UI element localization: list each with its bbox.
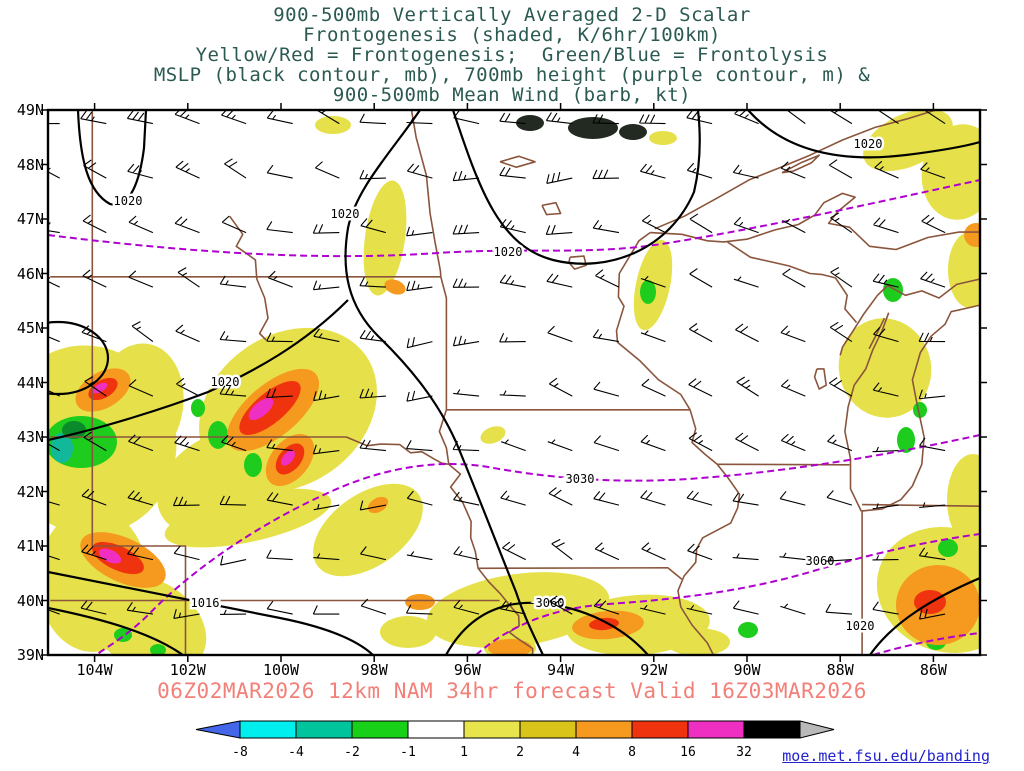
mslp-contours: [48, 110, 980, 655]
lat-label: 39N: [16, 646, 44, 664]
colorbar-tick-label: 32: [736, 745, 752, 760]
title-line-5: 900-500mb Mean Wind (barb, kt): [332, 84, 692, 106]
colorbar-tick-label: 4: [572, 745, 580, 760]
contour-label: 1020: [114, 194, 143, 208]
colorbar-arrow-right: [799, 720, 835, 739]
lon-label: 88W: [826, 661, 854, 679]
weather-map: 1020 1020 1020 1020 1020 1020 1016 3030 3060 3060: [41, 103, 987, 662]
colorbar-tick-label: 2: [516, 745, 524, 760]
map-frame: [46, 108, 982, 657]
lat-label: 42N: [16, 482, 44, 501]
title-line-1: 900-500mb Vertically Averaged 2-D Scalar: [273, 4, 751, 26]
colorbar-segment: [631, 720, 689, 739]
colorbar-segment: [351, 720, 409, 739]
state-borders: [50, 110, 980, 655]
colorbar-tick-label: 1: [460, 745, 468, 760]
colorbar-tick-label: -2: [344, 745, 360, 760]
lat-label: 44N: [16, 373, 44, 392]
lon-label: 94W: [547, 661, 575, 679]
colorbar-arrow-left: [195, 720, 241, 739]
colorbar-canvas: -8 -4 -2 -1 1 2 4 8 16 32: [195, 720, 835, 760]
lon-label: 96W: [453, 661, 481, 679]
contour-label: 1020: [331, 207, 360, 221]
contour-label: 1020: [211, 375, 240, 389]
contour-label: 1016: [191, 596, 220, 610]
wind-barbs: [48, 110, 946, 620]
colorbar-tick-label: 16: [680, 745, 696, 760]
lon-label: 104W: [76, 661, 113, 679]
contour-label: 3060: [806, 554, 835, 568]
lon-label: 98W: [360, 661, 388, 679]
lon-label: 100W: [262, 661, 300, 679]
lon-label: 90W: [733, 661, 761, 679]
map-canvas: 1020 1020 1020 1020 1020 1020 1016 3030 3060 3060: [41, 103, 987, 662]
lon-label: 102W: [169, 661, 206, 679]
lon-label: 86W: [919, 661, 947, 679]
colorbar-segment: [407, 720, 465, 739]
lon-label: 92W: [640, 661, 668, 679]
contour-label: 1020: [854, 137, 883, 151]
lat-label: 43N: [16, 428, 44, 446]
colorbar-tick-label: -1: [400, 745, 416, 760]
title-line-3: Yellow/Red = Frontogenesis; Green/Blue =…: [195, 44, 829, 66]
lat-label: 45N: [16, 319, 44, 337]
contour-label: 3060: [536, 596, 565, 610]
colorbar-segment: [463, 720, 521, 739]
contour-label: 1020: [494, 245, 523, 259]
lat-label: 41N: [16, 537, 44, 555]
chart-title: 900-500mb Vertically Averaged 2-D Scalar…: [0, 5, 1024, 105]
colorbar-tick-label: -8: [232, 745, 248, 760]
contour-labels: 1020 1020 1020 1020 1020 1020 1016 3030 3060 3060: [111, 135, 885, 636]
lat-label: 47N: [16, 210, 44, 228]
colorbar-segment: [519, 720, 577, 739]
contour-label: 3030: [566, 472, 595, 486]
lat-label: 46N: [16, 264, 44, 283]
height-contours: [48, 179, 980, 655]
colorbar-segment: [295, 720, 353, 739]
colorbar-segment: [687, 720, 745, 739]
forecast-caption: 06Z02MAR2026 12km NAM 34hr forecast Vali…: [157, 679, 867, 703]
title-line-2: Frontogenesis (shaded, K/6hr/100km): [303, 24, 721, 46]
credit-link[interactable]: moe.met.fsu.edu/banding: [782, 747, 990, 765]
title-line-4: MSLP (black contour, mb), 700mb height (…: [153, 64, 871, 86]
colorbar: -8 -4 -2 -1 1 2 4 8 16 32: [170, 717, 870, 767]
colorbar-segment: [239, 720, 297, 739]
colorbar-tick-label: -4: [288, 745, 304, 760]
lat-label: 40N: [16, 591, 44, 610]
lat-label: 48N: [16, 155, 44, 174]
colorbar-segment: [743, 720, 801, 739]
colorbar-tick-label: 8: [628, 745, 636, 760]
contour-label: 1020: [846, 619, 875, 633]
colorbar-segment: [575, 720, 633, 739]
